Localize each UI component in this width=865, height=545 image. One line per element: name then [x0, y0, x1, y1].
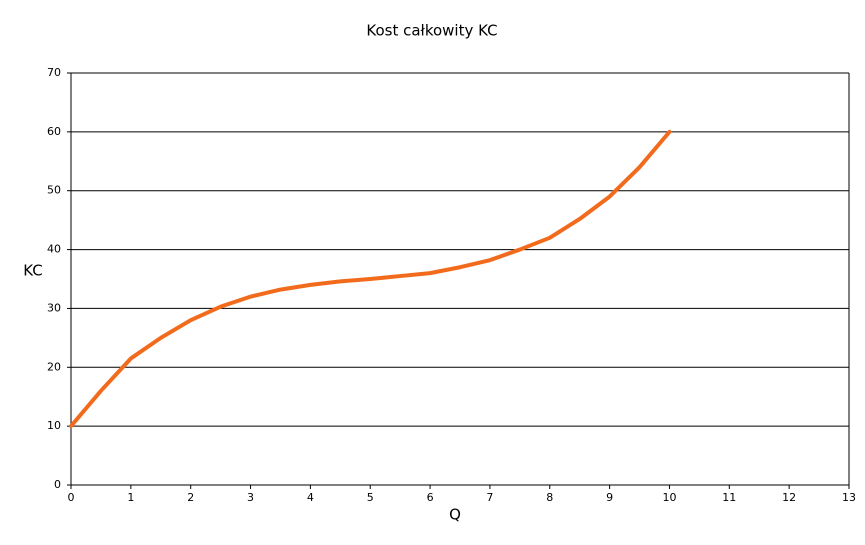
x-tick-label: 0 [68, 491, 75, 504]
y-tick-label: 60 [47, 125, 61, 138]
x-tick-label: 8 [546, 491, 553, 504]
x-tick-label: 12 [782, 491, 796, 504]
y-axis-label: KC [23, 262, 43, 280]
y-tick-label: 0 [54, 478, 61, 491]
chart-title: Kost całkowity KC [366, 22, 497, 40]
x-tick-label: 4 [307, 491, 314, 504]
x-tick-label: 9 [606, 491, 613, 504]
y-tick-label: 70 [47, 66, 61, 79]
x-tick-label: 13 [842, 491, 856, 504]
y-tick-label: 20 [47, 360, 61, 373]
x-tick-label: 7 [486, 491, 493, 504]
x-axis-label: Q [449, 506, 461, 524]
x-tick-label: 2 [187, 491, 194, 504]
x-tick-label: 6 [427, 491, 434, 504]
x-tick-label: 3 [247, 491, 254, 504]
x-tick-label: 1 [127, 491, 134, 504]
y-tick-label: 10 [47, 419, 61, 432]
x-tick-label: 5 [367, 491, 374, 504]
y-tick-label: 50 [47, 184, 61, 197]
y-tick-label: 40 [47, 243, 61, 256]
x-tick-label: 10 [662, 491, 676, 504]
y-tick-label: 30 [47, 301, 61, 314]
x-tick-label: 11 [722, 491, 736, 504]
line-series [69, 129, 672, 429]
